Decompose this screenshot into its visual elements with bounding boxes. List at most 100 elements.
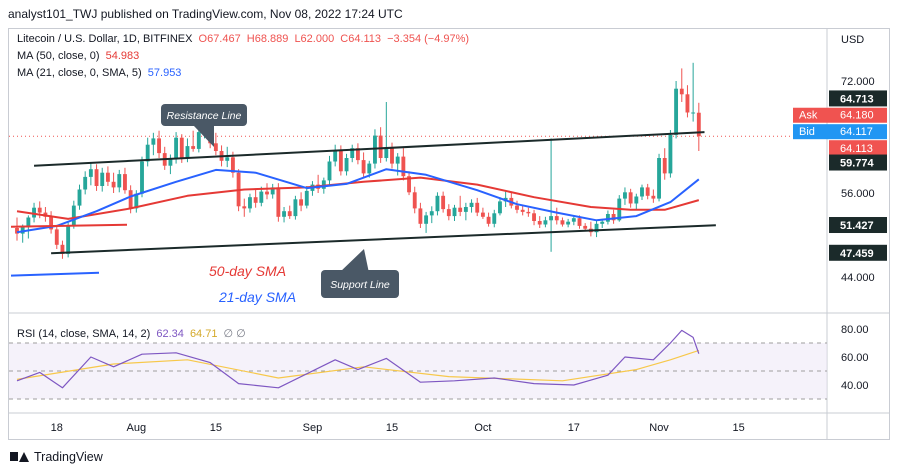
candle-body: [458, 207, 463, 212]
support-callout-box: [321, 270, 399, 298]
currency-label: USD: [841, 34, 864, 46]
candle-body: [549, 216, 554, 221]
candle-body: [691, 112, 696, 114]
candle-body: [486, 216, 491, 224]
candle-body: [418, 208, 423, 224]
candle-body: [554, 216, 559, 221]
ask-label: Ask: [799, 110, 818, 122]
candle-body: [37, 207, 42, 213]
candle-body: [674, 88, 679, 135]
candle-body: [191, 146, 196, 149]
candle-body: [463, 207, 468, 212]
candle-body: [140, 161, 144, 194]
candle-body: [526, 211, 531, 214]
ask-bg: [793, 107, 887, 123]
candle-body: [265, 191, 269, 195]
rsi-line: [16, 329, 700, 389]
support-callout-tail: [339, 249, 369, 273]
candle-body: [475, 202, 480, 213]
candle-body: [157, 138, 161, 154]
candle-body: [134, 193, 139, 209]
candle-body: [338, 150, 343, 172]
candle-body: [321, 180, 326, 189]
price-chart-svg[interactable]: Resistance Line Support Line 50-day SMA 21-…: [9, 29, 889, 439]
resistance-callout-tail: [194, 126, 214, 147]
candle-body: [179, 137, 184, 158]
candle-body: [20, 226, 25, 234]
candle-body: [395, 156, 400, 164]
low-axis-tag: 47.459: [840, 248, 874, 260]
candle-body: [498, 201, 502, 214]
ma21-axis-tag: 59.774: [840, 158, 875, 170]
time-tick-label: Nov: [649, 422, 669, 434]
time-tick-label: Sep: [303, 422, 323, 434]
candle-body: [361, 160, 366, 174]
high-price-tag-bg: [829, 90, 887, 107]
last-price-value: 64.113: [840, 143, 873, 155]
bid-bg: [793, 124, 887, 140]
candle-body: [111, 181, 116, 188]
ohlc-low: L62.000: [294, 33, 335, 45]
sma50-legend-stub: [10, 223, 128, 228]
candle-body: [429, 211, 434, 216]
candle-body: [537, 221, 542, 225]
candle-body: [480, 212, 485, 217]
candle-body: [645, 187, 650, 196]
ohlc-high: H68.889: [246, 33, 289, 45]
candle-body: [270, 187, 275, 195]
candle-body: [344, 158, 349, 172]
symbol-legend: Litecoin / U.S. Dollar, 1D, BITFINEX O67…: [17, 33, 469, 45]
candle-body: [469, 202, 474, 207]
resistance-callout-text: Resistance Line: [167, 110, 242, 122]
candle-body: [532, 213, 536, 221]
candle-body: [367, 163, 372, 174]
ma21-legend[interactable]: MA (21, close, 0, SMA, 5) 57.953: [17, 67, 181, 79]
footer-brand: TradingView: [34, 450, 103, 464]
candle-body: [435, 195, 440, 212]
candle-body: [378, 135, 383, 158]
candle-body: [350, 148, 355, 158]
candle-body: [634, 196, 639, 204]
rsi-tick-label: 40.00: [841, 380, 869, 392]
ma50-legend[interactable]: MA (50, close, 0) 54.983: [17, 50, 139, 62]
candle-body: [446, 209, 451, 217]
candle-body: [213, 143, 218, 151]
candle-body: [225, 157, 230, 161]
candle-body: [287, 211, 292, 217]
candle-body: [100, 172, 105, 186]
time-tick-label: Aug: [127, 422, 147, 434]
candle-body: [577, 218, 582, 226]
candle-body: [32, 207, 36, 218]
candle-body: [594, 223, 599, 233]
candle-body: [662, 158, 667, 174]
tradingview-footer[interactable]: TradingView: [10, 450, 103, 464]
ma50-legend-label: MA (50, close, 0): [17, 50, 100, 62]
candle-body: [299, 199, 304, 206]
candle-body: [60, 244, 65, 254]
high-price-tag: 64.713: [840, 93, 874, 105]
bid-label: Bid: [799, 126, 815, 138]
candle-body: [26, 217, 31, 227]
sma21-annotation: 21-day SMA: [218, 289, 296, 305]
sma50-annotation: 50-day SMA: [209, 263, 286, 279]
candle-body: [696, 112, 701, 137]
candle-body: [412, 192, 417, 209]
candle-body: [145, 144, 150, 162]
candle-body: [560, 220, 565, 225]
candle-body: [515, 205, 519, 210]
rsi-legend[interactable]: RSI (14, close, SMA, 14, 2) 62.34 64.71 …: [17, 327, 246, 340]
support-axis-tag-bg: [829, 217, 887, 234]
candle-body: [685, 94, 690, 113]
candle-body: [566, 221, 571, 225]
candle-body: [611, 214, 616, 221]
rsi-legend-value: 62.34: [156, 328, 184, 340]
rsi-tick-label: 80.00: [841, 324, 869, 336]
time-tick-label: Oct: [474, 422, 491, 434]
candle-body: [571, 218, 576, 222]
candle-body: [151, 138, 156, 145]
ohlc-close: C64.113: [340, 33, 382, 45]
support-trendline: [51, 224, 716, 255]
candle-body: [66, 225, 71, 254]
candle-body: [174, 137, 179, 160]
resistance-trendline: [33, 131, 705, 167]
